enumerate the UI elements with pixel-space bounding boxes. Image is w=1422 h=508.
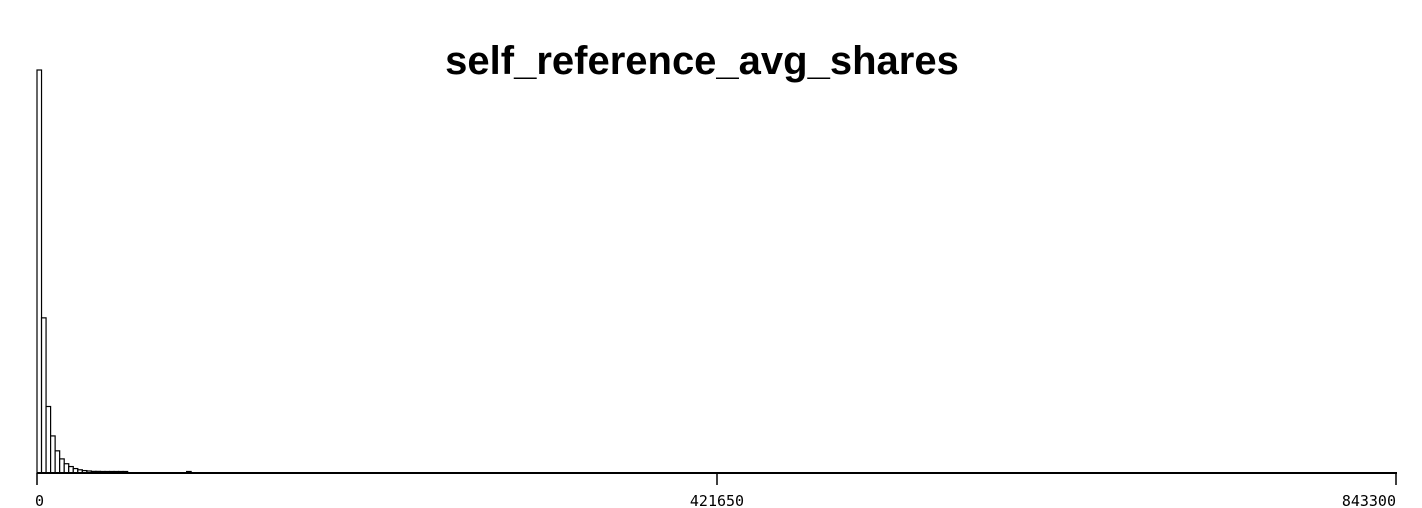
histogram-bar bbox=[36, 69, 43, 474]
histogram-bar bbox=[49, 435, 56, 474]
histogram-bar bbox=[63, 463, 70, 474]
histogram-bar bbox=[59, 458, 65, 474]
histogram-bar bbox=[45, 405, 52, 474]
chart-title: self_reference_avg_shares bbox=[445, 39, 959, 83]
x-tick-label-2: 843300 bbox=[1342, 492, 1396, 508]
x-tick-label-1: 421650 bbox=[690, 492, 744, 508]
x-tick-label-0: 0 bbox=[35, 492, 44, 508]
histogram-bar bbox=[40, 317, 47, 474]
histogram-bars bbox=[36, 69, 192, 474]
histogram-bar bbox=[54, 450, 61, 474]
x-axis-ticks: 0 421650 843300 bbox=[35, 473, 1397, 508]
